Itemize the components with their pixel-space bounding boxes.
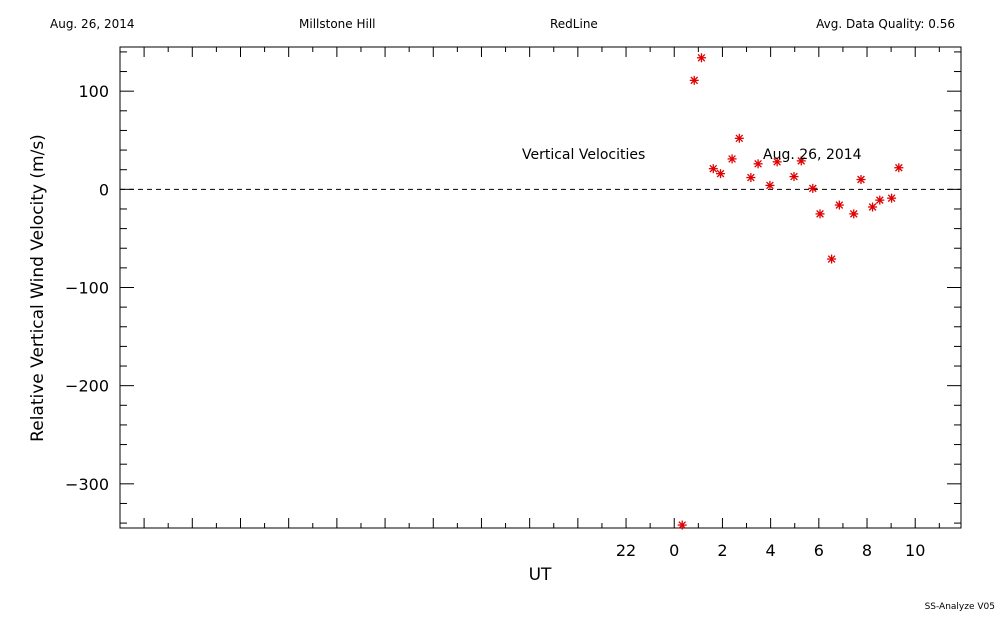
data-point	[716, 169, 726, 179]
data-point	[834, 200, 844, 210]
y-tick-label: −100	[65, 279, 109, 298]
x-tick-label: 22	[616, 541, 636, 560]
asterisk-stroke	[827, 255, 836, 263]
x-axis-title: UT	[529, 565, 552, 585]
x-tick-label: 0	[669, 541, 679, 560]
header-data-quality: Avg. Data Quality: 0.56	[816, 17, 955, 31]
asterisk-stroke	[849, 210, 858, 218]
asterisk-stroke	[797, 157, 806, 165]
asterisk-stroke	[690, 76, 699, 85]
data-point	[677, 520, 687, 530]
data-point	[727, 154, 737, 164]
asterisk-stroke	[894, 163, 903, 172]
asterisk-stroke	[716, 169, 725, 178]
asterisk-stroke	[735, 134, 744, 143]
header-site: Millstone Hill	[299, 17, 376, 31]
x-tick-label: 6	[814, 541, 824, 560]
data-point	[875, 195, 885, 205]
plot-frame	[119, 46, 962, 529]
data-point	[868, 202, 878, 212]
x-tick-label: 4	[766, 541, 776, 560]
asterisk-stroke	[697, 53, 706, 62]
asterisk-stroke	[808, 184, 817, 193]
data-point	[765, 180, 775, 190]
asterisk-stroke	[816, 210, 824, 218]
data-point	[849, 209, 859, 219]
asterisk-stroke	[790, 172, 798, 181]
asterisk-stroke	[868, 203, 877, 211]
asterisk-stroke	[747, 173, 755, 182]
data-point	[808, 183, 818, 193]
x-tick-label: 10	[905, 541, 925, 560]
data-point	[827, 254, 837, 264]
y-tick-label: −300	[65, 475, 109, 494]
header-instrument: RedLine	[550, 17, 598, 31]
data-points	[677, 53, 904, 530]
data-point	[796, 156, 806, 166]
asterisk-stroke	[709, 164, 718, 173]
asterisk-stroke	[754, 159, 762, 168]
header-date: Aug. 26, 2014	[50, 17, 135, 31]
data-point	[815, 209, 825, 219]
data-point	[689, 75, 699, 85]
y-tick-label: 0	[99, 180, 109, 199]
annotation-date: Aug. 26, 2014	[763, 147, 862, 163]
footer-version: SS-Analyze V05	[924, 602, 995, 612]
y-tick-label: −200	[65, 377, 109, 396]
axis-ticks	[119, 47, 961, 528]
data-point	[789, 172, 799, 182]
asterisk-stroke	[887, 194, 896, 203]
asterisk-stroke	[678, 521, 687, 529]
data-point	[708, 164, 718, 174]
y-tick-labels: 100 0 −100 −200 −300	[65, 82, 109, 494]
x-tick-label: 8	[862, 541, 872, 560]
data-point	[696, 53, 706, 63]
data-point	[753, 159, 763, 169]
asterisk-stroke	[766, 181, 774, 190]
y-axis-title: Relative Vertical Wind Velocity (m/s)	[28, 134, 48, 442]
data-point	[894, 163, 904, 173]
data-point	[746, 173, 756, 183]
data-point	[772, 157, 782, 167]
asterisk-stroke	[728, 155, 736, 163]
asterisk-stroke	[875, 196, 884, 204]
data-point	[856, 175, 866, 185]
data-point	[887, 193, 897, 203]
y-tick-label: 100	[78, 82, 109, 101]
asterisk-stroke	[773, 158, 781, 166]
x-tick-label: 2	[717, 541, 727, 560]
asterisk-stroke	[835, 201, 844, 209]
data-point	[734, 133, 744, 143]
annotation-vertical-velocities: Vertical Velocities	[522, 147, 645, 163]
x-tick-labels: 22 0 2 4 6 8 10	[616, 541, 926, 560]
asterisk-stroke	[857, 175, 865, 184]
